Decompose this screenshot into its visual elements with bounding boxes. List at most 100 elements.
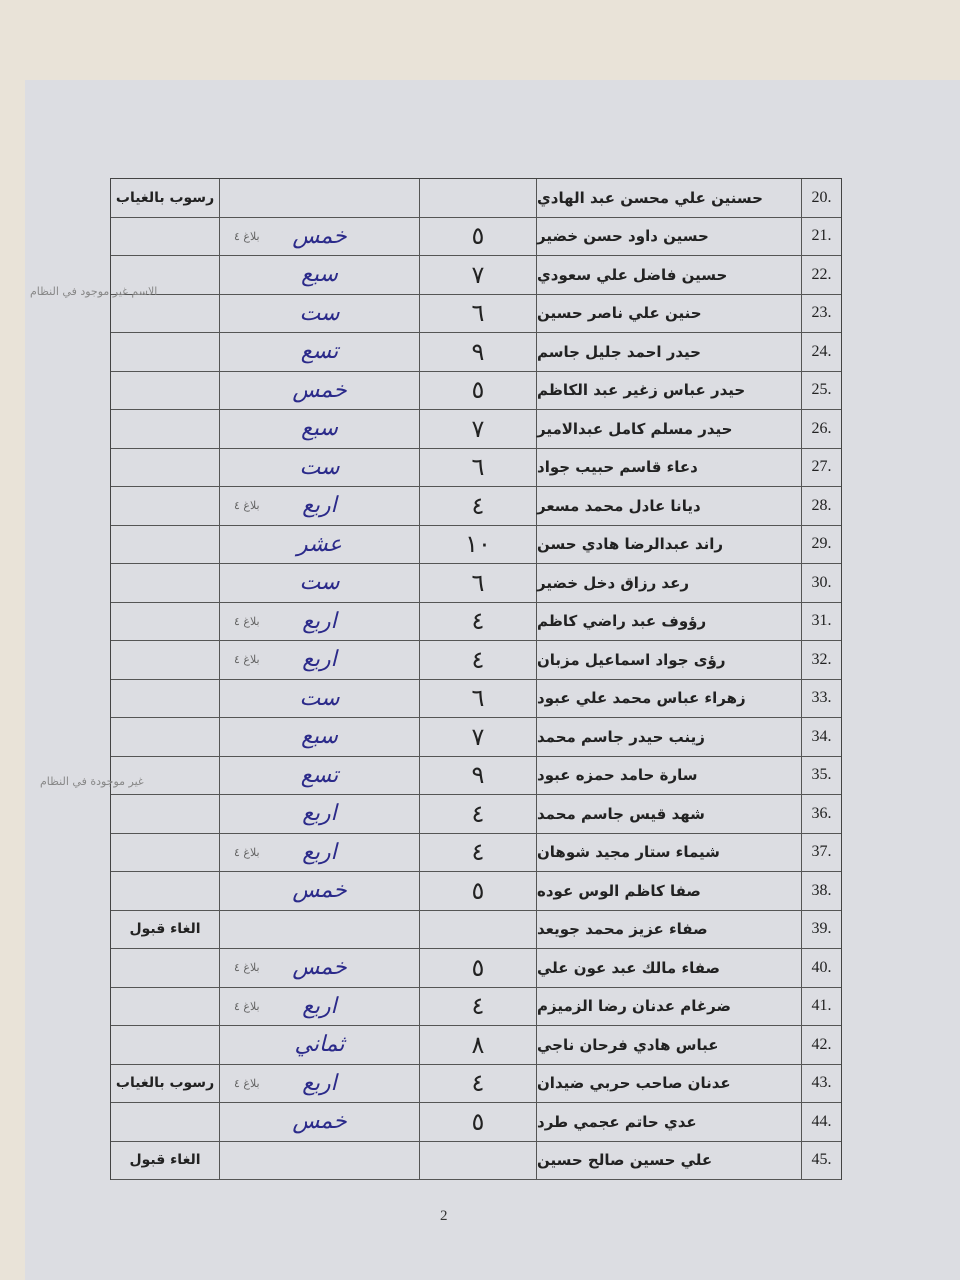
grade-words: اربع [302, 647, 337, 673]
grade-words-cell [219, 910, 419, 948]
note-cell: الغاء قبول [129, 1152, 201, 1169]
grade-digit-cell: ٥ [419, 1103, 536, 1141]
grade-digit-cell: ٦ [419, 564, 536, 602]
table-row: اربع ٤ شهد قيس جاسم محمد 36. [111, 795, 841, 834]
student-name-cell: شهد قيس جاسم محمد [536, 795, 801, 833]
grade-words: اربع [302, 493, 337, 519]
note-cell [111, 641, 219, 679]
handwritten-tag: بلاغ ٤ [234, 845, 260, 859]
grade-words-cell: بلاغ ٤ اربع [219, 1064, 419, 1102]
grade-words-cell: ست [219, 448, 419, 486]
grade-digit-cell: ٨ [419, 1026, 536, 1064]
table-row: خمس ٥ حيدر عباس زغير عبد الكاظم 25. [111, 371, 841, 410]
note-cell [111, 564, 219, 602]
student-name-cell: صفاء مالك عبد عون علي [536, 949, 801, 987]
student-name-cell: سارة حامد حمزه عبود [536, 756, 801, 794]
grade-words-cell: سبع [219, 718, 419, 756]
grade-digit-cell: ٦ [419, 294, 536, 332]
grade-words-cell: خمس [219, 371, 419, 409]
row-number-cell: 42. [801, 1026, 841, 1064]
grade-digit-cell: ٥ [419, 872, 536, 910]
grade-words: عشر [297, 531, 342, 557]
table-row: ست ٦ دعاء قاسم حبيب جواد 27. [111, 448, 841, 487]
grade-words-cell: بلاغ ٤ اربع [219, 602, 419, 640]
table-row: رسوب بالغياب حسنين علي محسن عبد الهادي 2… [111, 179, 841, 218]
grade-words: اربع [302, 839, 337, 865]
grade-digit-cell: ٥ [419, 949, 536, 987]
grade-digit-cell: ٤ [419, 1064, 536, 1102]
handwritten-tag: بلاغ ٤ [234, 999, 260, 1013]
grade-digit-cell: ٤ [419, 833, 536, 871]
student-name-cell: ضرغام عدنان رضا الزميزم [536, 987, 801, 1025]
grade-words-cell: بلاغ ٤ اربع [219, 487, 419, 525]
student-name-cell: عباس هادي فرحان ناجي [536, 1026, 801, 1064]
row-number-cell: 37. [801, 833, 841, 871]
student-name-cell: حسين فاضل علي سعودي [536, 256, 801, 294]
row-number-cell: 34. [801, 718, 841, 756]
table-row: تسع ٩ حيدر احمد جليل جاسم 24. [111, 333, 841, 372]
table-row: بلاغ ٤ اربع ٤ شيماء ستار مجيد شوهان 37. [111, 833, 841, 872]
grades-table: رسوب بالغياب حسنين علي محسن عبد الهادي 2… [110, 178, 842, 1180]
student-name-cell: صفاء عزيز محمد جويعد [536, 910, 801, 948]
grade-digit-cell: ٤ [419, 602, 536, 640]
grade-digit-cell [419, 179, 536, 217]
grade-words-cell [219, 1141, 419, 1179]
note-cell [111, 449, 219, 487]
note-cell [111, 834, 219, 872]
row-number-cell: 44. [801, 1103, 841, 1141]
table-row: بلاغ ٤ خمس ٥ صفاء مالك عبد عون علي 40. [111, 949, 841, 988]
grade-words-cell: بلاغ ٤ اربع [219, 833, 419, 871]
table-row: بلاغ ٤ اربع ٤ رؤوف عبد راضي كاظم 31. [111, 602, 841, 641]
row-number-cell: 38. [801, 872, 841, 910]
grade-words-cell: تسع [219, 333, 419, 371]
page-number: 2 [440, 1208, 448, 1224]
grade-words-cell: سبع [219, 410, 419, 448]
grade-words: تسع [300, 339, 339, 365]
note-cell: رسوب بالغياب [115, 189, 215, 206]
student-name-cell: رؤوف عبد راضي كاظم [536, 602, 801, 640]
student-name-cell: زينب حيدر جاسم محمد [536, 718, 801, 756]
note-cell [111, 295, 219, 333]
grade-words: ثماني [294, 1032, 345, 1058]
row-number-cell: 25. [801, 371, 841, 409]
note-cell [111, 988, 219, 1026]
row-number-cell: 31. [801, 602, 841, 640]
handwritten-tag: بلاغ ٤ [234, 1076, 260, 1090]
row-number-cell: 33. [801, 679, 841, 717]
table-row: سبع ٧ حسين فاضل علي سعودي 22. [111, 256, 841, 295]
grade-digit-cell: ٤ [419, 641, 536, 679]
handwritten-tag: بلاغ ٤ [234, 499, 260, 513]
note-cell [111, 487, 219, 525]
grade-digit-cell: ٦ [419, 679, 536, 717]
row-number-cell: 45. [801, 1141, 841, 1179]
row-number-cell: 36. [801, 795, 841, 833]
note-cell [111, 218, 219, 256]
table-row: سبع ٧ زينب حيدر جاسم محمد 34. [111, 718, 841, 757]
grade-digit-cell [419, 910, 536, 948]
grade-digit-cell: ٧ [419, 410, 536, 448]
row-number-cell: 32. [801, 641, 841, 679]
note-cell [111, 372, 219, 410]
table-row: ست ٦ رعد رزاق دخل خضير 30. [111, 564, 841, 603]
grade-words-cell: بلاغ ٤ خمس [219, 217, 419, 255]
grade-words-cell: سبع [219, 256, 419, 294]
margin-note: غير موجودة في النظام [40, 775, 144, 788]
note-cell: رسوب بالغياب [115, 1075, 215, 1092]
row-number-cell: 29. [801, 525, 841, 563]
handwritten-tag: بلاغ ٤ [234, 229, 260, 243]
grade-words-cell: عشر [219, 525, 419, 563]
grade-words: خمس [292, 955, 347, 981]
note-cell [111, 680, 219, 718]
row-number-cell: 43. [801, 1064, 841, 1102]
grade-words-cell: تسع [219, 756, 419, 794]
grade-words: سبع [301, 724, 338, 750]
grade-digit-cell: ٦ [419, 448, 536, 486]
table-row: خمس ٥ صفا كاظم الوس عوده 38. [111, 872, 841, 911]
grade-digit-cell: ٤ [419, 795, 536, 833]
grade-words: سبع [301, 416, 338, 442]
grade-digit-cell: ٥ [419, 371, 536, 409]
student-name-cell: زهراء عباس محمد علي عبود [536, 679, 801, 717]
grade-words-cell: بلاغ ٤ اربع [219, 641, 419, 679]
table-row: الغاء قبول صفاء عزيز محمد جويعد 39. [111, 910, 841, 949]
note-cell [111, 526, 219, 564]
